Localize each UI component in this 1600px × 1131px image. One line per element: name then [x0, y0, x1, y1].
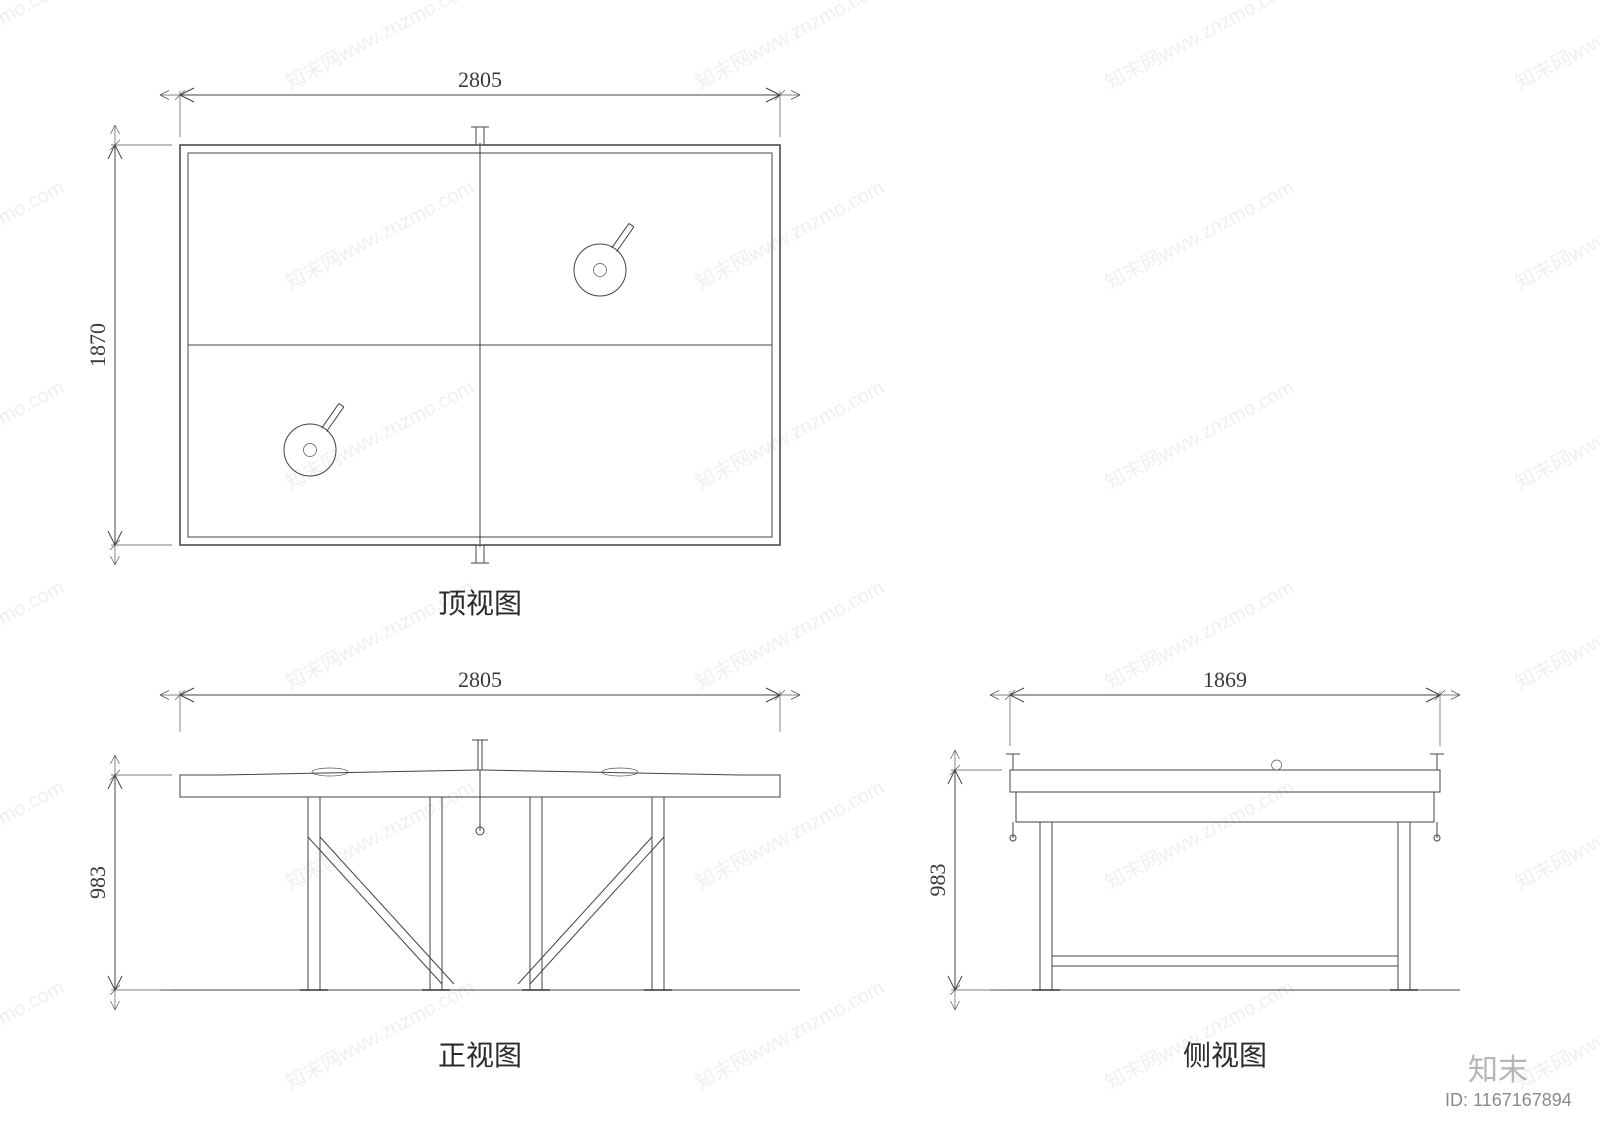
svg-text:知末网www.znzmo.com: 知末网www.znzmo.com: [1512, 0, 1600, 94]
svg-text:983: 983: [925, 864, 950, 897]
svg-text:1870: 1870: [85, 323, 110, 367]
caption-front: 正视图: [438, 1040, 522, 1072]
svg-text:1869: 1869: [1203, 667, 1247, 692]
svg-text:知末网www.znzmo.com: 知末网www.znzmo.com: [282, 0, 478, 94]
svg-text:知末网www.znzmo.com: 知末网www.znzmo.com: [1512, 376, 1600, 495]
svg-text:2805: 2805: [458, 67, 502, 92]
caption-top: 顶视图: [438, 588, 522, 620]
svg-text:知末网www.znzmo.com: 知末网www.znzmo.com: [692, 176, 888, 295]
resource-id: ID: 1167167894: [1445, 1090, 1572, 1110]
svg-text:知末网www.znzmo.com: 知末网www.znzmo.com: [282, 176, 478, 295]
svg-text:知末网www.znzmo.com: 知末网www.znzmo.com: [1102, 976, 1298, 1095]
svg-text:知末网www.znzmo.com: 知末网www.znzmo.com: [692, 376, 888, 495]
svg-text:知末网www.znzmo.com: 知末网www.znzmo.com: [1512, 176, 1600, 295]
svg-text:知末网www.znzmo.com: 知末网www.znzmo.com: [0, 376, 68, 495]
svg-text:知末网www.znzmo.com: 知末网www.znzmo.com: [0, 976, 68, 1095]
svg-text:2805: 2805: [458, 667, 502, 692]
svg-text:知末网www.znzmo.com: 知末网www.znzmo.com: [282, 976, 478, 1095]
svg-text:知末网www.znzmo.com: 知末网www.znzmo.com: [692, 576, 888, 695]
svg-text:知末网www.znzmo.com: 知末网www.znzmo.com: [1512, 576, 1600, 695]
svg-text:知末网www.znzmo.com: 知末网www.znzmo.com: [692, 976, 888, 1095]
brand-logo: 知末: [1468, 1054, 1528, 1087]
svg-text:知末网www.znzmo.com: 知末网www.znzmo.com: [0, 176, 68, 295]
caption-side: 侧视图: [1183, 1040, 1267, 1072]
svg-text:知末网www.znzmo.com: 知末网www.znzmo.com: [1102, 0, 1298, 94]
svg-text:知末网www.znzmo.com: 知末网www.znzmo.com: [692, 776, 888, 895]
svg-text:知末网www.znzmo.com: 知末网www.znzmo.com: [0, 0, 68, 94]
svg-text:983: 983: [85, 866, 110, 899]
svg-text:知末网www.znzmo.com: 知末网www.znzmo.com: [1102, 176, 1298, 295]
svg-text:知末网www.znzmo.com: 知末网www.znzmo.com: [1512, 776, 1600, 895]
svg-text:知末网www.znzmo.com: 知末网www.znzmo.com: [1102, 776, 1298, 895]
svg-text:知末网www.znzmo.com: 知末网www.znzmo.com: [0, 776, 68, 895]
svg-text:知末网www.znzmo.com: 知末网www.znzmo.com: [282, 376, 478, 495]
svg-text:知末网www.znzmo.com: 知末网www.znzmo.com: [282, 776, 478, 895]
svg-text:知末网www.znzmo.com: 知末网www.znzmo.com: [1102, 576, 1298, 695]
svg-text:知末网www.znzmo.com: 知末网www.znzmo.com: [692, 0, 888, 94]
top-view: 2805 1870 顶视图: [85, 67, 800, 620]
side-view: 1869 983 侧视图: [925, 667, 1460, 1072]
svg-text:知末网www.znzmo.com: 知末网www.znzmo.com: [0, 576, 68, 695]
svg-text:知末网www.znzmo.com: 知末网www.znzmo.com: [1102, 376, 1298, 495]
watermark-layer: 知末网www.znzmo.com 知末网www.znzmo.com 知末网www.z…: [0, 0, 1600, 1094]
